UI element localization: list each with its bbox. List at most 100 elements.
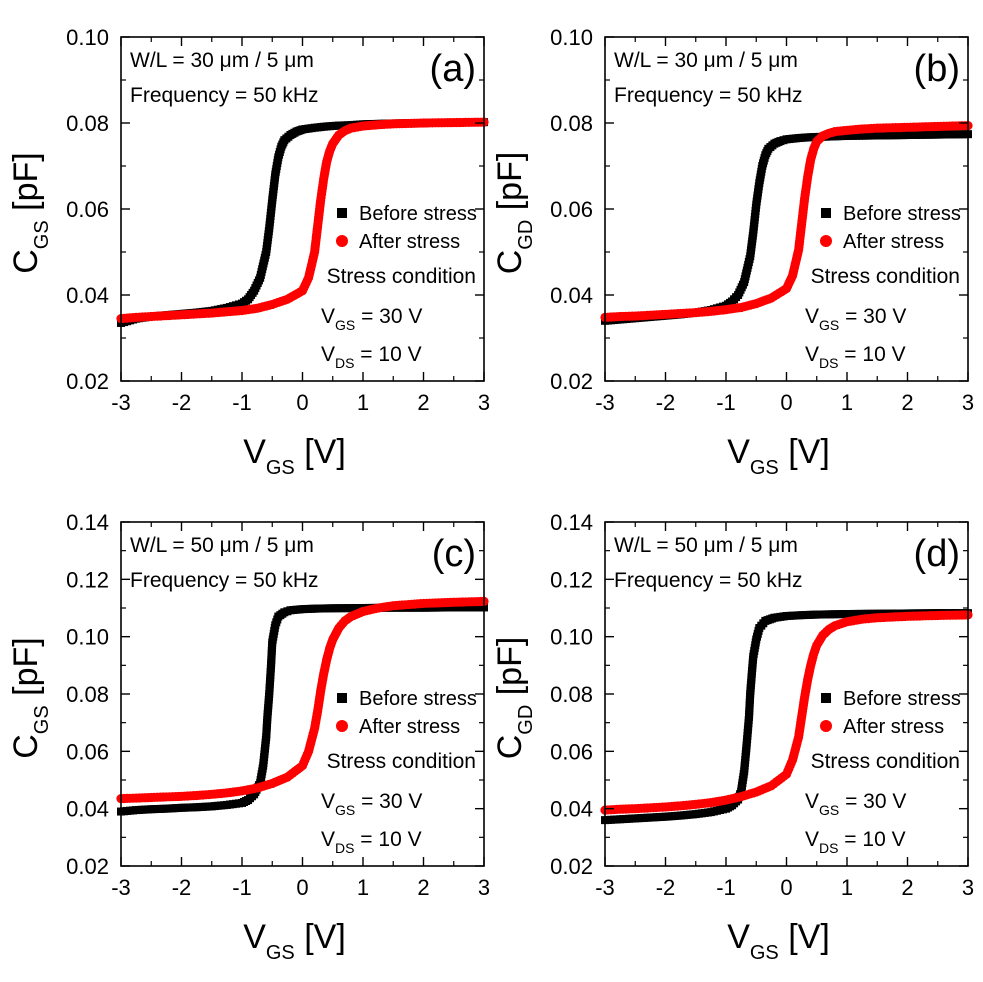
x-tick-label: 0 <box>296 875 308 900</box>
stress-condition-line-rest: = 10 V <box>838 828 905 851</box>
y-tick-label: 0.10 <box>550 25 593 50</box>
y-tick-label: 0.04 <box>66 797 109 822</box>
x-axis: -3 -2 -1 0 1 2 3 <box>111 522 490 900</box>
y-axis-label-subscript: GD <box>515 705 537 735</box>
y-axis-label: CGS [pF] <box>7 637 53 759</box>
stress-condition-line: VDS = 10 V <box>805 343 906 371</box>
y-axis: 0.02 0.04 0.06 0.08 0.10 0.12 0.14 <box>66 510 484 879</box>
y-axis-label-subscript: GD <box>515 220 537 250</box>
x-axis: -3 -2 -1 0 1 2 3 <box>111 37 490 415</box>
stress-condition-line-subscript: DS <box>335 355 354 371</box>
y-tick-label: 0.08 <box>550 682 593 707</box>
x-axis-label-subscript: GS <box>750 457 779 479</box>
y-tick-label: 0.08 <box>550 111 593 136</box>
y-tick-label: 0.12 <box>66 567 109 592</box>
legend-marker-circle <box>820 235 832 247</box>
x-axis-label-rest: [V] <box>295 433 346 471</box>
x-axis-label-rest: [V] <box>295 918 346 956</box>
stress-condition-line: VDS = 10 V <box>805 828 906 856</box>
x-axis-label: VGS [V] <box>243 433 346 479</box>
stress-condition-title: Stress condition <box>811 750 960 773</box>
legend-marker-square <box>821 693 831 703</box>
y-axis-label: CGD [pF] <box>491 152 537 275</box>
panel-label: (c) <box>432 533 476 575</box>
stress-condition-line-rest: = 10 V <box>354 343 421 366</box>
y-axis: 0.02 0.04 0.06 0.08 0.10 0.12 0.14 <box>550 510 968 879</box>
panel-c: -3 -2 -1 0 1 2 30.020.040.060.080.100.120.14VG… <box>7 510 490 964</box>
y-axis: 0.02 0.04 0.06 0.08 0.10 <box>550 25 968 394</box>
x-axis: -3 -2 -1 0 1 2 3 <box>595 37 974 415</box>
stress-condition-line-rest: = 30 V <box>839 305 906 328</box>
x-axis-label-subscript: GS <box>266 457 295 479</box>
y-axis-label-main: C <box>7 734 45 759</box>
x-tick-label: 1 <box>357 875 369 900</box>
stress-condition-title: Stress condition <box>327 750 476 773</box>
y-axis-label-rest: [pF] <box>7 152 45 220</box>
y-tick-label: 0.14 <box>550 510 593 535</box>
x-tick-label: -1 <box>716 390 736 415</box>
legend-label: After stress <box>843 231 944 253</box>
y-axis: 0.02 0.04 0.06 0.08 0.10 <box>66 25 484 394</box>
x-tick-label: 3 <box>962 390 974 415</box>
x-tick-label: 2 <box>417 390 429 415</box>
y-tick-label: 0.06 <box>66 197 109 222</box>
legend: Before stress After stress <box>820 688 961 738</box>
annotation-line: W/L = 30 μm / 5 μm <box>130 49 314 72</box>
x-axis-label-subscript: GS <box>266 942 295 964</box>
stress-condition-line-rest: = 30 V <box>355 305 422 328</box>
stress-condition-line-main: V <box>805 305 819 328</box>
stress-condition-line-main: V <box>805 790 819 813</box>
stress-condition-line-subscript: GS <box>819 802 839 818</box>
stress-condition-line: VGS = 30 V <box>321 305 422 333</box>
y-axis-label-rest: [pF] <box>7 637 45 705</box>
y-axis-label-rest: [pF] <box>491 152 529 220</box>
legend-label: After stress <box>359 231 460 253</box>
x-axis: -3 -2 -1 0 1 2 3 <box>595 522 974 900</box>
y-axis-label-subscript: GS <box>31 705 53 734</box>
annotation-line: Frequency = 50 kHz <box>130 84 319 107</box>
x-axis-label: VGS [V] <box>727 918 830 964</box>
stress-condition-line-rest: = 30 V <box>355 790 422 813</box>
x-tick-label: -3 <box>595 390 615 415</box>
x-tick-label: -1 <box>232 390 252 415</box>
stress-condition-line: VGS = 30 V <box>805 305 906 333</box>
stress-condition-line: VDS = 10 V <box>321 343 422 371</box>
y-tick-label: 0.02 <box>66 854 109 879</box>
series-after-stress <box>600 120 973 322</box>
stress-condition-line-main: V <box>805 343 819 366</box>
legend-marker-circle <box>820 720 832 732</box>
stress-condition-line-rest: = 10 V <box>354 828 421 851</box>
y-axis-label-subscript: GS <box>31 220 53 249</box>
y-tick-label: 0.10 <box>66 25 109 50</box>
panel-label: (d) <box>914 533 960 575</box>
legend: Before stress After stress <box>820 203 961 253</box>
x-tick-label: -1 <box>716 875 736 900</box>
x-tick-label: -2 <box>172 875 192 900</box>
legend-label: After stress <box>843 716 944 738</box>
y-axis-label: CGD [pF] <box>491 637 537 760</box>
x-tick-label: 0 <box>780 390 792 415</box>
x-axis-label: VGS [V] <box>727 433 830 479</box>
x-tick-label: 0 <box>780 875 792 900</box>
x-tick-label: 3 <box>478 390 490 415</box>
panel-d: -3 -2 -1 0 1 2 30.020.040.060.080.100.120.14VG… <box>491 510 974 964</box>
series-after-stress <box>116 596 489 804</box>
panel-label: (a) <box>430 48 476 90</box>
stress-condition-line: VGS = 30 V <box>321 790 422 818</box>
y-tick-label: 0.08 <box>66 682 109 707</box>
annotation-line: W/L = 30 μm / 5 μm <box>614 49 798 72</box>
x-axis-label-main: V <box>243 433 266 471</box>
annotation-line: Frequency = 50 kHz <box>614 84 803 107</box>
y-axis-label-main: C <box>491 250 529 275</box>
legend-marker-square <box>821 208 831 218</box>
x-tick-label: 2 <box>901 390 913 415</box>
y-axis-label-main: C <box>491 735 529 760</box>
legend-label: Before stress <box>359 688 477 710</box>
y-tick-label: 0.14 <box>66 510 109 535</box>
annotation-line: Frequency = 50 kHz <box>130 569 319 592</box>
